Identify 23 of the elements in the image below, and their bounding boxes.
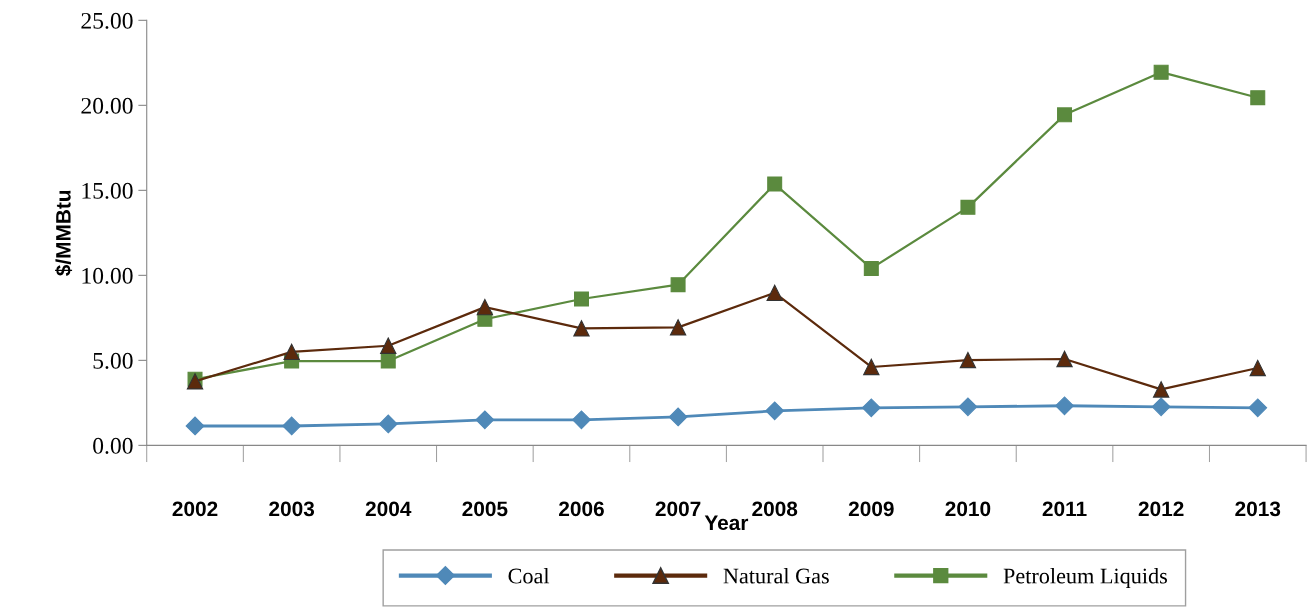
y-tick-label: 20.00 <box>81 97 133 114</box>
y-tick-label: 5.00 <box>93 352 133 369</box>
y-tick-label: 15.00 <box>82 182 133 199</box>
x-tick-label: 2008 <box>752 501 798 517</box>
x-tick-label: 2013 <box>1235 501 1281 517</box>
legend-label: Petroleum Liquids <box>1003 567 1167 589</box>
legend-label: Natural Gas <box>723 567 829 584</box>
x-tick-label: 2007 <box>655 501 701 517</box>
x-axis-title: Year <box>704 515 749 531</box>
x-tick-label: 2012 <box>1138 501 1184 517</box>
y-tick-label: 10.00 <box>82 267 133 284</box>
x-tick-label: 2010 <box>945 501 991 517</box>
x-tick-label: 2002 <box>172 501 218 517</box>
x-tick-label: 2006 <box>559 501 604 517</box>
x-tick-label: 2003 <box>269 501 315 517</box>
y-tick-label: 0.00 <box>93 437 133 454</box>
x-tick-label: 2009 <box>848 501 894 517</box>
y-axis-title: $/MMBtu <box>55 190 73 276</box>
y-tick-label: 25.00 <box>81 12 133 29</box>
x-tick-label: 2004 <box>365 501 412 517</box>
x-tick-label: 2005 <box>462 501 508 517</box>
x-tick-label: 2011 <box>1042 501 1087 517</box>
legend-label: Coal <box>508 567 550 584</box>
